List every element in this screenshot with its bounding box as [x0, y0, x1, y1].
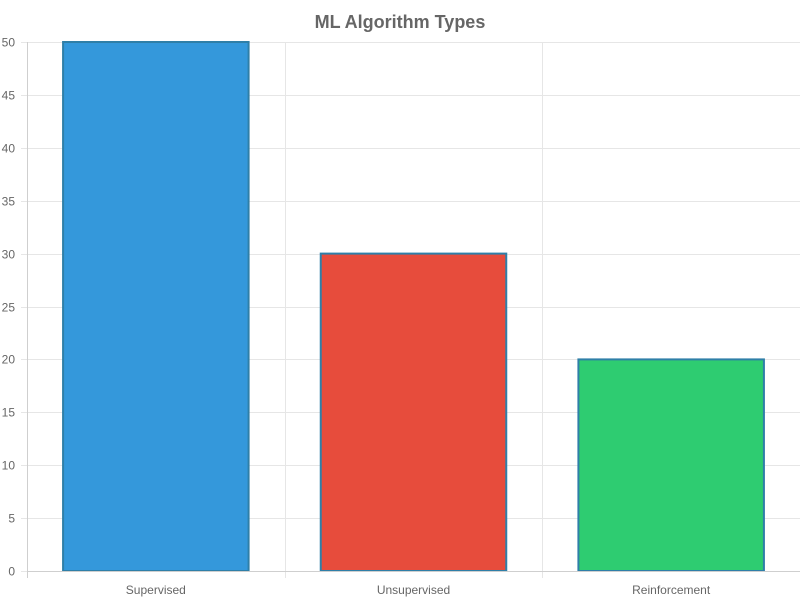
- axes: [27, 42, 800, 578]
- bar-unsupervised: [319, 252, 508, 572]
- bars: [62, 41, 765, 572]
- y-tick-label: 0: [8, 565, 15, 579]
- y-tick-label: 50: [2, 36, 16, 50]
- bar-reinforcement: [577, 358, 765, 572]
- y-tick-label: 20: [2, 353, 16, 367]
- y-tick-label: 15: [2, 406, 16, 420]
- x-tick-label: Reinforcement: [632, 583, 711, 597]
- bar-supervised: [62, 41, 250, 572]
- y-tick-label: 40: [2, 142, 16, 156]
- y-axis-ticks: 0 5 10 15 20 25 30 35 40 45 50: [2, 36, 16, 579]
- y-tick-label: 35: [2, 195, 16, 209]
- y-tick-label: 45: [2, 89, 16, 103]
- x-tick-label: Unsupervised: [377, 583, 450, 597]
- x-tick-label: Supervised: [126, 583, 186, 597]
- y-tick-label: 10: [2, 459, 16, 473]
- chart-title: ML Algorithm Types: [315, 12, 486, 32]
- y-tick-label: 25: [2, 301, 16, 315]
- y-tick-label: 30: [2, 248, 16, 262]
- x-axis-ticks: Supervised Unsupervised Reinforcement: [126, 583, 711, 597]
- y-tick-label: 5: [8, 512, 15, 526]
